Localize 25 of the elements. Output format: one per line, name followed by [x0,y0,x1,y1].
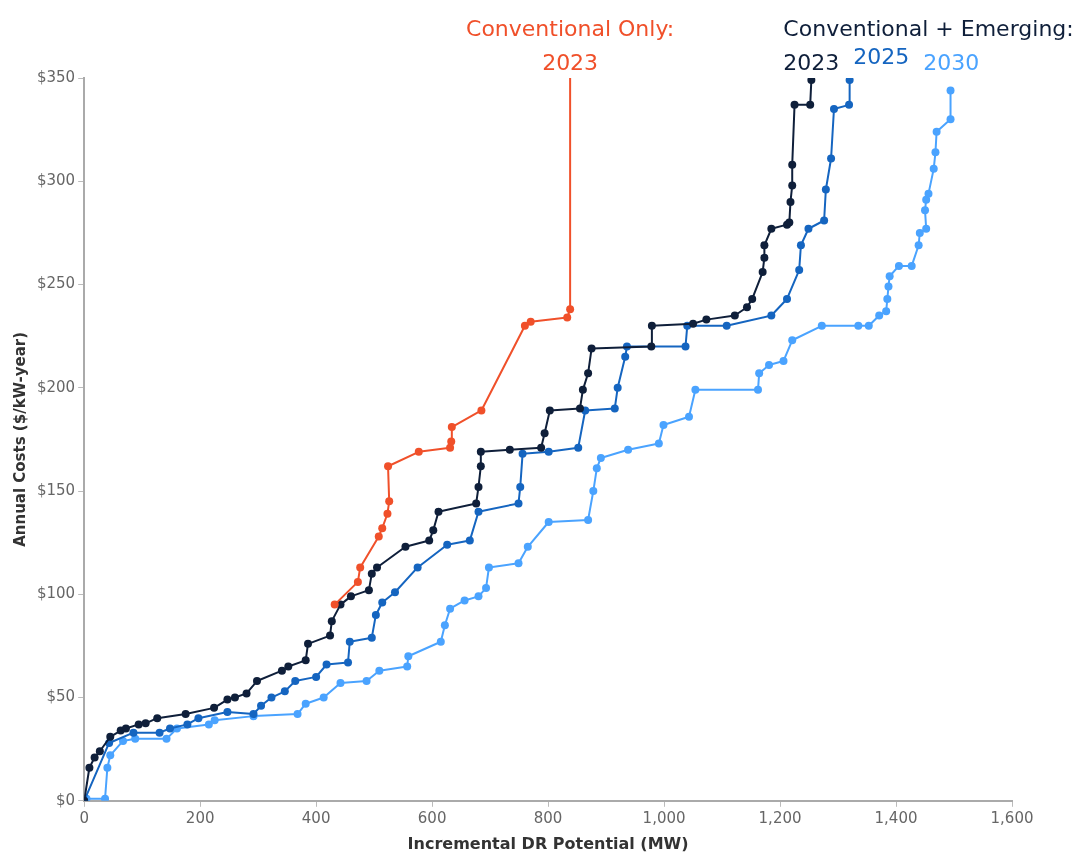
y-tick-label: $50 [46,687,76,706]
x-axis-title: Incremental DR Potential (MW) [407,833,689,853]
text: 2023 [542,50,599,75]
x-tick-label: 1,400 [874,808,918,827]
y-tick-label: $0 [56,790,76,809]
x-tick-label: 1,000 [642,808,686,827]
x-tick-label: 800 [533,808,563,827]
y-tick-label: $250 [36,274,76,293]
x-tick-label: 600 [417,808,447,827]
x-tick-label: 0 [79,808,89,827]
series-label: 2025 [853,44,910,69]
y-tick-label: $150 [36,480,76,499]
y-axis-title: Annual Costs ($/kW-year) [10,331,29,547]
y-tick-label: $350 [36,67,76,86]
series-label: 2023 [783,50,840,75]
y-tick-label: $300 [36,171,76,190]
y-tick-label: $200 [36,377,76,396]
x-tick-label: 1,600 [990,808,1034,827]
x-tick-label: 1,200 [758,808,802,827]
series-label: 2030 [923,50,980,75]
text: Conventional Only: [466,16,675,41]
y-tick-label: $100 [36,584,76,603]
text: Conventional + Emerging: [783,16,1074,41]
x-tick-label: 200 [185,808,215,827]
x-tick-label: 400 [301,808,331,827]
